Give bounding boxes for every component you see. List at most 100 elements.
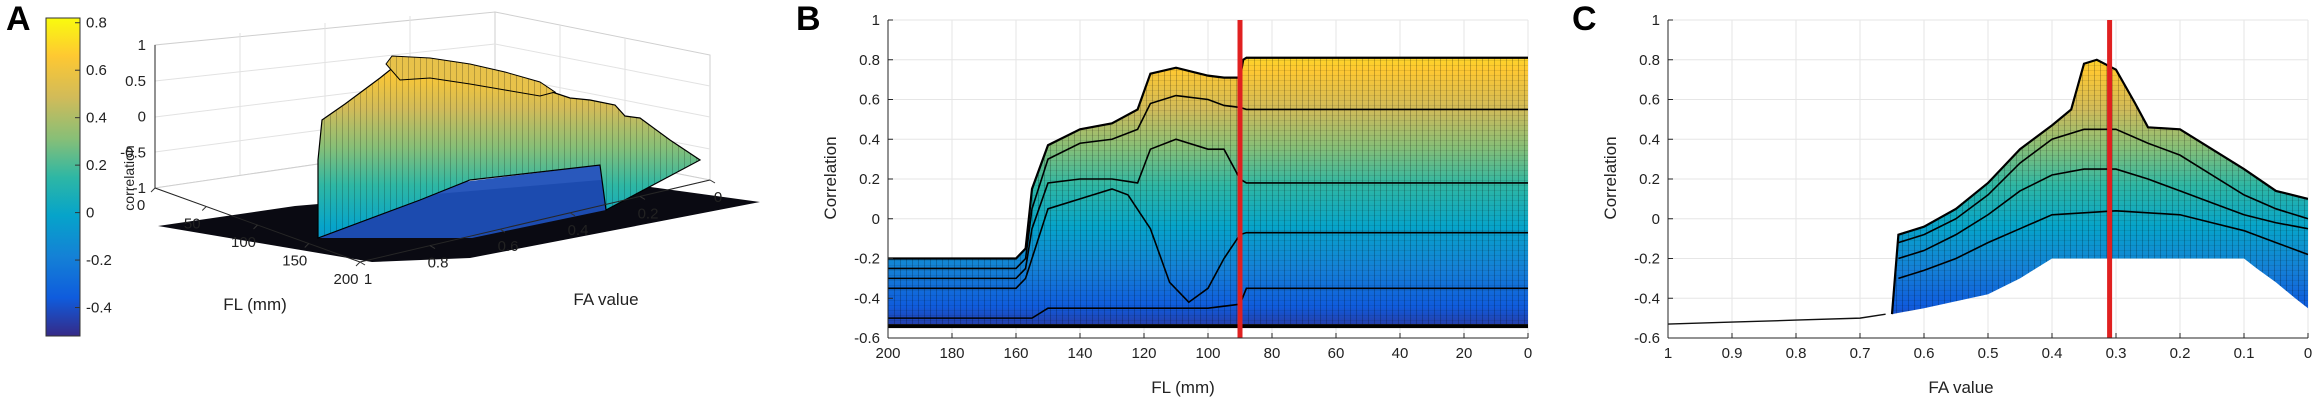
x-tick-label: 180 [939, 345, 964, 362]
baseline-band [888, 324, 1528, 329]
x-tick-label: 0 [1524, 345, 1532, 362]
colorbar-tick-label: 0 [86, 205, 94, 222]
colorbar-tick-label: -0.4 [86, 300, 112, 317]
panel-a-letter: A [6, 0, 31, 38]
y-tick-label: 1 [1652, 12, 1660, 29]
x-tick-label: 160 [1003, 345, 1028, 362]
a-z-tick-label: -1 [133, 180, 146, 197]
c-x-axis-label: FA value [1928, 378, 1993, 397]
a-x-tick-label: 50 [184, 216, 201, 233]
a-x-tick [253, 224, 258, 230]
a-y-tick-label: 0.2 [638, 205, 659, 222]
x-tick-label: 0.1 [2234, 345, 2255, 362]
a-x-tick [201, 206, 207, 211]
a-x-tick [150, 187, 156, 193]
a-x-tick [355, 261, 361, 267]
series-line-5 [888, 287, 1528, 319]
series-line-1 [1890, 58, 2308, 315]
x-tick-label: 60 [1328, 345, 1345, 362]
x-tick-label: 140 [1067, 345, 1092, 362]
y-tick-label: -0.6 [1634, 330, 1660, 347]
colorbar-tick-label: 0.2 [86, 157, 107, 174]
a-y-tick [639, 195, 646, 200]
x-tick-label: 0.8 [1786, 345, 1807, 362]
x-tick-label: 0.4 [2042, 345, 2063, 362]
a-z-tick-label: 0.5 [125, 73, 146, 90]
colorbar-tick-label: -0.2 [86, 252, 112, 269]
series-line-2 [1898, 128, 2308, 244]
colorbar-tick-label: 0.8 [86, 15, 107, 32]
a-x-tick-label: 200 [333, 271, 358, 288]
series-line-3 [1898, 168, 2308, 260]
surface-front-band [318, 165, 606, 238]
series-line-1 [888, 56, 1528, 260]
x-tick-label: 1 [1664, 345, 1672, 362]
y-tick-label: 0.6 [1639, 92, 1660, 109]
a-y-tick-label: 1 [364, 271, 372, 288]
y-tick-label: 0 [872, 211, 880, 228]
x-tick-label: 0.6 [1914, 345, 1935, 362]
plot-content [1668, 58, 2308, 325]
series-line-2 [888, 94, 1528, 270]
y-tick-label: 0.4 [859, 131, 880, 148]
series-line-4 [1898, 209, 2308, 280]
x-tick-label: 0.5 [1978, 345, 1999, 362]
surface-mesh-horizontal [1892, 59, 2308, 315]
y-tick-label: -0.2 [854, 251, 880, 268]
a-z-tick-label: 0 [138, 109, 146, 126]
a-y-tick [499, 228, 506, 233]
b-y-axis-label: Correlation [821, 136, 840, 219]
plot-content [888, 56, 1528, 329]
colorbar: 0.8 0.6 0.4 0.2 0 -0.2 -0.4 correlation [45, 15, 137, 337]
a-y-tick [429, 245, 436, 250]
y-tick-label: -0.2 [1634, 251, 1660, 268]
x-tick-label: 0 [2304, 345, 2312, 362]
y-tick-label: 0.4 [1639, 131, 1660, 148]
y-tick-label: 0.2 [859, 171, 880, 188]
a-x-tick-label: 0 [137, 197, 145, 214]
y-tick-label: 0.8 [859, 52, 880, 69]
a-x-tick [304, 243, 310, 248]
x-tick-label: 40 [1392, 345, 1409, 362]
x-tick-label: 120 [1131, 345, 1156, 362]
a-y-tick [359, 261, 366, 266]
a-x-axis-label: FL (mm) [223, 295, 287, 314]
b-x-axis-label: FL (mm) [1151, 378, 1215, 397]
x-tick-label: 0.2 [2170, 345, 2191, 362]
y-tick-label: 0.8 [1639, 52, 1660, 69]
y-tick-label: -0.4 [854, 290, 880, 307]
a-y-tick [569, 212, 576, 217]
a-y-tick-label: 0.6 [498, 238, 519, 255]
a-y-tick-label: 0.4 [568, 222, 589, 239]
y-tick-label: -0.6 [854, 330, 880, 347]
a-y-axis-label: FA value [573, 290, 638, 309]
colorbar-tick-label: 0.6 [86, 62, 107, 79]
x-tick-label: 0.9 [1722, 345, 1743, 362]
a-x-tick-label: 150 [282, 253, 307, 270]
x-tick-label: 100 [1195, 345, 1220, 362]
line-plot-b: 200 180 160 140 120 100 80 60 40 20 010.80.60.40.2… [854, 12, 1532, 362]
a-z-tick-label: 1 [138, 37, 146, 54]
colorbar-label: correlation [121, 145, 137, 210]
colorbar-tick-label: 0.4 [86, 110, 107, 127]
y-tick-label: -0.4 [1634, 290, 1660, 307]
x-tick-label: 0.3 [2106, 345, 2127, 362]
x-tick-label: 80 [1264, 345, 1281, 362]
a-x-tick-label: 100 [231, 234, 256, 251]
line-plot-c: 1 0.9 0.8 0.7 0.6 0.5 0.4 0.3 0.2 0.1 0 1 0.8 0.6 0.4 0… [1634, 12, 2312, 362]
series-line-4 [888, 188, 1528, 304]
panel-b-letter: B [796, 0, 821, 38]
y-tick-label: 0.2 [1639, 171, 1660, 188]
panel-c-letter: C [1572, 0, 1597, 38]
y-tick-label: 0.6 [859, 92, 880, 109]
x-tick-label: 20 [1456, 345, 1473, 362]
a-y-tick-label: 0.8 [428, 255, 449, 272]
series-line-3 [888, 138, 1528, 280]
tail-line [1668, 313, 1886, 325]
c-y-axis-label: Correlation [1601, 136, 1620, 219]
x-tick-label: 200 [875, 345, 900, 362]
a-y-tick [709, 179, 716, 184]
x-tick-label: 0.7 [1850, 345, 1871, 362]
